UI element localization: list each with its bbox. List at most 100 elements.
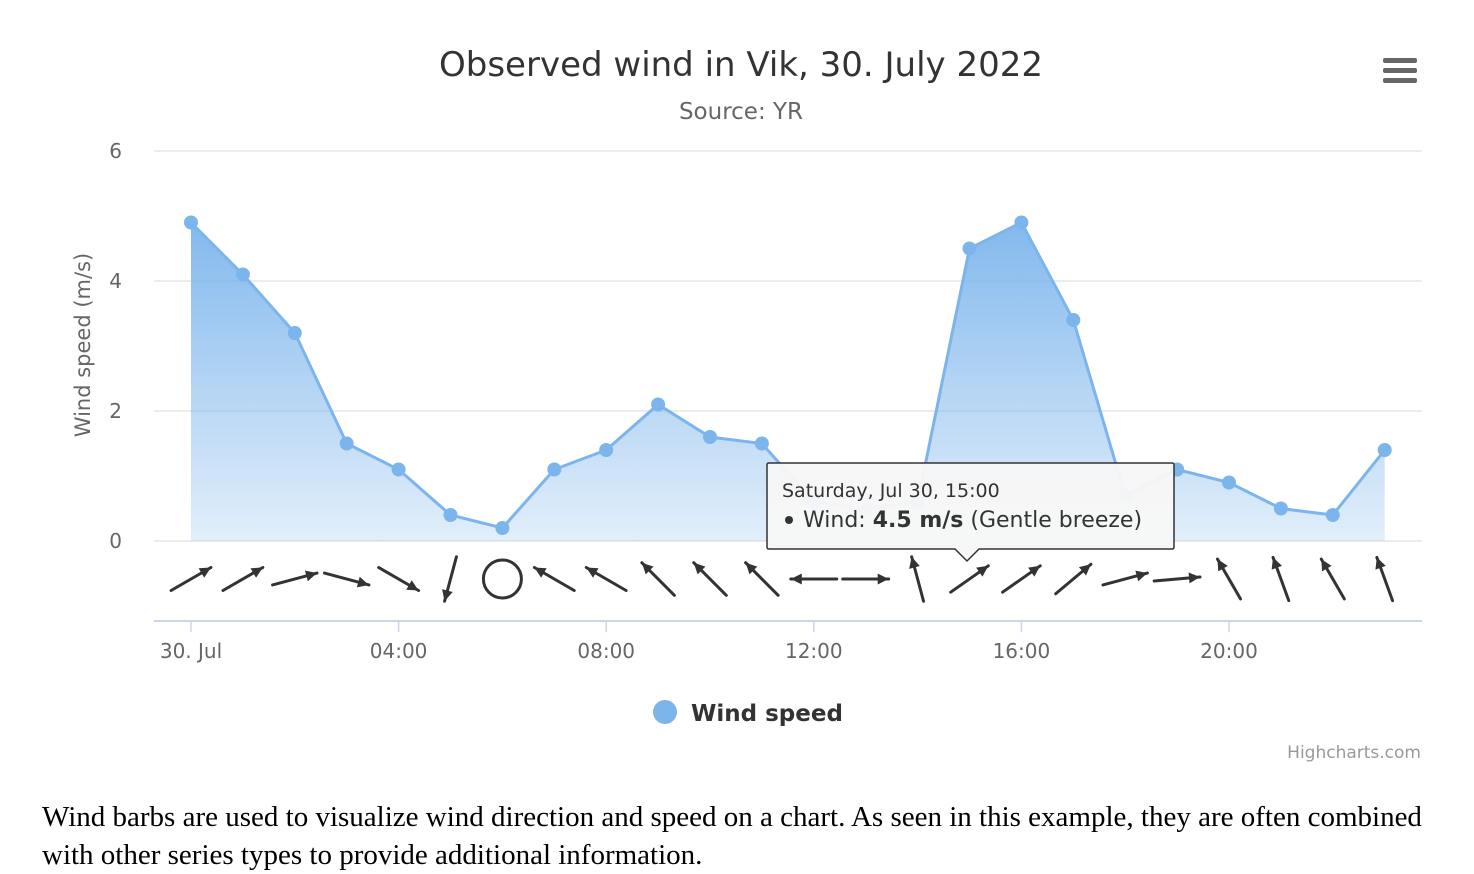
wind-barb-arrow-icon <box>789 573 839 585</box>
data-point <box>1273 501 1288 516</box>
wind-barb-arrow-icon <box>909 555 926 603</box>
tooltip-series-label: Wind: <box>803 508 873 533</box>
barb-head <box>1028 565 1041 577</box>
wind-barb-arrow-icon <box>744 561 780 597</box>
wind-barb-arrow-icon <box>322 571 371 588</box>
legend-label: Wind speed <box>691 701 843 727</box>
wind-chart: Observed wind in Vik, 30. July 2022 Sour… <box>71 45 1430 763</box>
wind-barb-arrow-icon <box>271 570 319 587</box>
barb-head <box>1135 570 1148 582</box>
barb-head <box>1321 559 1332 572</box>
tooltip: Saturday, Jul 30, 15:00 Wind: 4.5 m/s (G… <box>766 462 1175 563</box>
barb-head <box>693 562 706 575</box>
barb-head <box>442 589 453 602</box>
data-point <box>1066 313 1081 327</box>
wind-barb-arrow-icon <box>221 566 265 592</box>
barb-head <box>1078 564 1091 576</box>
wind-barb-arrow-icon <box>377 566 421 592</box>
wind-barb-arrow-icon <box>442 555 458 603</box>
x-tick-label: 30. Jul <box>160 639 222 663</box>
wind-barb-arrow-icon <box>584 566 628 592</box>
y-tick-label: 6 <box>109 139 122 163</box>
barb-head <box>877 573 889 585</box>
chart-container: Observed wind in Vik, 30. July 2022 Sour… <box>71 45 1430 763</box>
data-point <box>962 241 977 256</box>
y-tick-label: 0 <box>109 529 122 553</box>
barb-head <box>534 567 547 578</box>
data-point <box>495 521 510 535</box>
barb-head <box>790 573 802 585</box>
wind-barb-arrow-icon <box>1152 572 1202 584</box>
tooltip-beaufort: (Gentle breeze) <box>963 508 1142 533</box>
x-tick-label: 16:00 <box>993 639 1051 663</box>
wind-barb-arrow-icon <box>532 566 576 592</box>
y-axis-title: Wind speed (m/s) <box>71 253 95 437</box>
barb-head <box>1271 557 1282 570</box>
chart-title: Observed wind in Vik, 30. July 2022 <box>439 45 1043 85</box>
tooltip-header: Saturday, Jul 30, 15:00 <box>782 480 1000 502</box>
barb-head <box>1375 557 1386 570</box>
data-point <box>1014 215 1029 230</box>
x-tick-label: 20:00 <box>1200 639 1258 663</box>
y-axis-ticks: 0 2 4 6 <box>109 139 122 553</box>
barb-head <box>909 556 920 569</box>
x-axis-ticks: 30. Jul 04:00 08:00 12:00 16:00 20:00 <box>160 621 1258 663</box>
barb-head <box>250 567 263 578</box>
wind-barb-arrow-icon <box>1001 564 1042 594</box>
wind-barb-arrow-icon <box>640 561 676 597</box>
data-point <box>599 443 614 457</box>
tooltip-body: Wind: 4.5 m/s (Gentle breeze) <box>803 508 1142 533</box>
wind-barb-arrow-icon <box>1054 562 1093 596</box>
data-point <box>339 436 354 451</box>
data-point <box>1222 475 1236 490</box>
wind-barb-arrow-icon <box>1271 555 1291 603</box>
wind-barb-arrow-icon <box>169 566 213 592</box>
wind-speed-points <box>184 215 1392 535</box>
barb-head <box>1217 559 1228 572</box>
data-point <box>287 326 302 340</box>
chart-description: Wind barbs are used to visualize wind di… <box>42 801 1422 871</box>
wind-barb-arrow-icon <box>1375 555 1395 603</box>
barb-head <box>976 565 989 577</box>
calm-circle-icon <box>481 558 523 600</box>
data-point <box>651 397 666 412</box>
wind-barb-arrow-icon <box>949 564 990 594</box>
data-point <box>1377 443 1392 457</box>
x-tick-label: 08:00 <box>577 639 635 663</box>
barb-head <box>304 570 318 582</box>
barb-head <box>406 580 419 591</box>
wind-barb-arrow-icon <box>841 573 891 585</box>
x-tick-label: 12:00 <box>785 639 843 663</box>
data-point <box>235 267 250 282</box>
data-point <box>184 215 198 230</box>
wind-speed-area <box>191 222 1385 541</box>
tooltip-bullet-icon <box>785 516 793 524</box>
data-point <box>443 508 458 522</box>
data-point <box>703 430 717 444</box>
credits-link[interactable]: Highcharts.com <box>1287 743 1421 763</box>
data-point <box>1325 508 1340 522</box>
wind-barb-arrow-icon <box>1216 557 1242 601</box>
data-point <box>547 462 562 477</box>
wind-barb-arrow-icon <box>1101 570 1149 587</box>
legend-item-wind-speed[interactable]: Wind speed <box>653 700 843 727</box>
hamburger-menu-icon[interactable] <box>1370 48 1430 94</box>
y-tick-label: 2 <box>109 399 122 423</box>
data-point <box>391 462 406 477</box>
y-tick-label: 4 <box>109 269 122 293</box>
tooltip-value: 4.5 m/s <box>873 508 964 533</box>
legend-symbol-icon <box>653 700 677 724</box>
barb-head <box>356 576 369 588</box>
data-point <box>754 436 769 451</box>
barb-head <box>1188 572 1201 584</box>
x-tick-label: 04:00 <box>370 639 428 663</box>
tooltip-box <box>766 462 1175 563</box>
wind-barb-arrow-icon <box>1319 557 1346 601</box>
barb-head <box>586 567 599 578</box>
wind-barb-arrow-icon <box>692 561 728 597</box>
chart-subtitle: Source: YR <box>679 99 803 125</box>
barb-head <box>745 562 758 575</box>
barb-head <box>198 567 211 578</box>
barb-head <box>641 562 654 575</box>
wind-barbs <box>169 555 1395 603</box>
